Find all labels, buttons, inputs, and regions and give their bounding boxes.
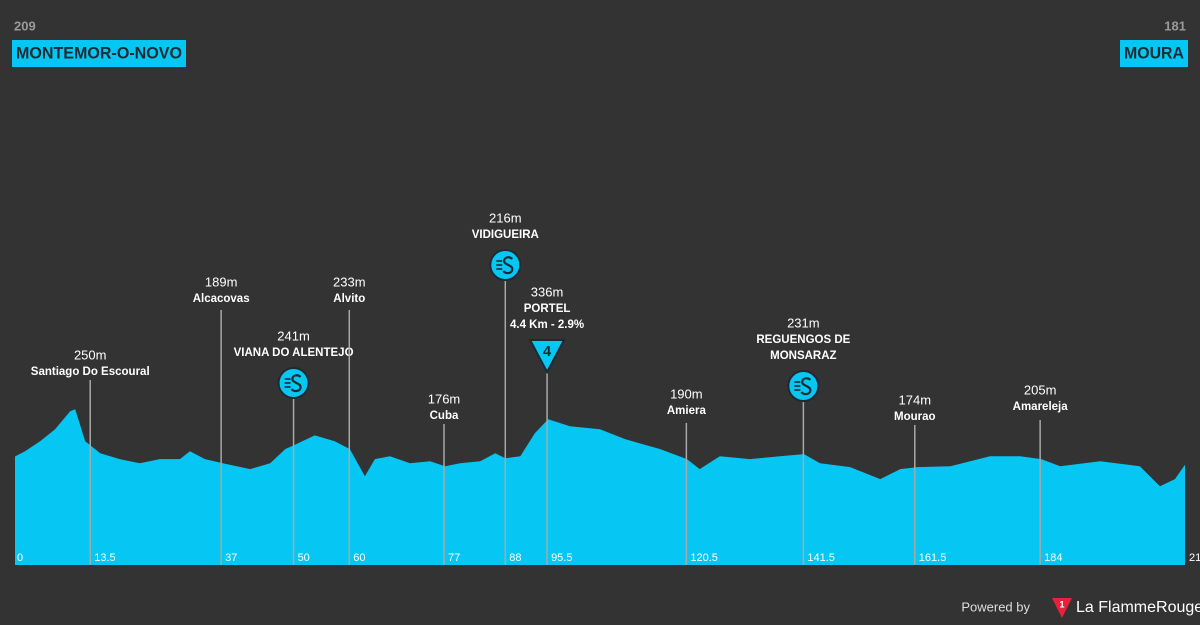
waypoint-elevation: 190m: [670, 386, 703, 401]
start-elevation: 209: [14, 18, 36, 33]
waypoint-name: VIDIGUEIRA: [472, 229, 539, 241]
x-tick-label: 95.5: [551, 552, 572, 564]
x-tick-label: 77: [448, 552, 460, 564]
finish-name: MOURA: [1124, 43, 1184, 62]
waypoint-name: VIANA DO ALENTEJO: [234, 347, 354, 359]
sprint-icon-s: [502, 256, 514, 275]
waypoint-elevation: 231m: [787, 315, 820, 330]
waypoint-name: Santiago Do Escoural: [31, 366, 150, 378]
x-tick-label: 120.5: [690, 552, 718, 564]
climb-icon: [528, 339, 566, 375]
x-tick-label: 210: [1189, 552, 1200, 564]
finish-box: [1120, 40, 1188, 67]
climb-category: 4: [543, 343, 552, 360]
brand-name: La FlammeRouge: [1076, 599, 1200, 616]
x-tick-label: 141.5: [807, 552, 835, 564]
brand-logo: [1052, 598, 1072, 618]
waypoint-elevation: 250m: [74, 347, 107, 362]
sprint-icon: [787, 370, 820, 402]
waypoint-elevation: 233m: [333, 274, 366, 289]
waypoint-name: Alcacovas: [193, 293, 250, 305]
start-name: MONTEMOR-O-NOVO: [16, 43, 182, 62]
x-tick-label: 88: [509, 552, 521, 564]
sprint-icon-s: [290, 374, 302, 393]
waypoint-elevation: 336m: [531, 284, 564, 299]
waypoint-name: Amiera: [667, 405, 707, 417]
waypoint-elevation: 174m: [899, 392, 932, 407]
x-tick-label: 0: [17, 552, 23, 564]
start-box: [12, 40, 186, 67]
finish-elevation: 181: [1164, 18, 1186, 33]
waypoint-name: Amareleja: [1013, 401, 1069, 413]
x-tick-label: 37: [225, 552, 237, 564]
waypoint-name: PORTEL: [524, 303, 571, 315]
waypoint-elevation: 216m: [489, 210, 522, 225]
x-tick-label: 161.5: [919, 552, 947, 564]
brand-icon: 1: [1059, 599, 1064, 609]
waypoint-elevation: 205m: [1024, 382, 1057, 397]
waypoint-name: Cuba: [430, 410, 459, 422]
sprint-icon-s: [800, 377, 812, 396]
waypoint-name: Mourao: [894, 411, 936, 423]
climb-detail: 4.4 Km - 2.9%: [510, 319, 584, 331]
x-tick-label: 50: [298, 552, 310, 564]
sprint-icon: [489, 249, 522, 281]
x-tick-label: 184: [1044, 552, 1062, 564]
x-tick-label: 13.5: [94, 552, 115, 564]
elevation-area: [15, 409, 1185, 565]
waypoint-name: MONSARAZ: [770, 350, 836, 362]
sprint-icon: [277, 367, 310, 399]
powered-by: Powered by: [961, 599, 1030, 614]
waypoint-elevation: 189m: [205, 274, 238, 289]
waypoint-elevation: 176m: [428, 391, 461, 406]
waypoint-elevation: 241m: [277, 328, 310, 343]
waypoint-name: REGUENGOS DE: [756, 334, 850, 346]
x-tick-label: 60: [353, 552, 365, 564]
waypoint-name: Alvito: [333, 293, 365, 305]
